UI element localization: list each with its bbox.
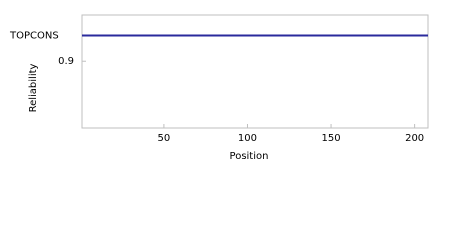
x-axis-label: Position xyxy=(230,151,269,162)
plot-frame xyxy=(81,14,429,129)
y-tick-label: 0.9 xyxy=(58,56,74,67)
y-axis-label: Reliability xyxy=(28,63,39,112)
x-tick-label: 100 xyxy=(238,133,257,144)
series-label: TOPCONS xyxy=(9,31,59,42)
x-tick-label: 200 xyxy=(405,133,424,144)
chart: Position Reliability 50 100 150 200 0.9 TOPCO… xyxy=(9,14,429,162)
x-tick-label: 50 xyxy=(158,133,171,144)
x-tick-label: 150 xyxy=(322,133,341,144)
